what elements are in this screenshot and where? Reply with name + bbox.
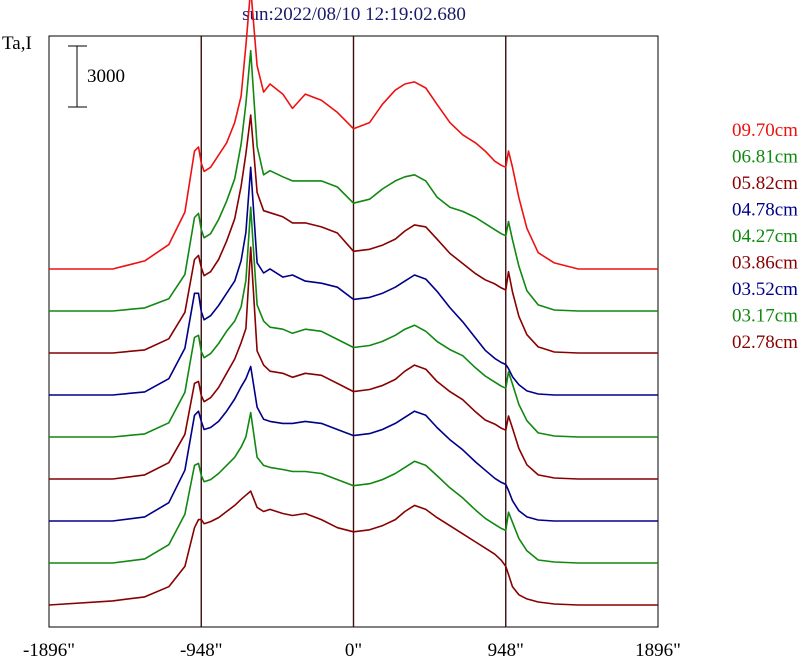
y-axis-label: Ta,I	[2, 33, 32, 54]
x-tick-label: -948"	[180, 640, 223, 661]
series-line-04.78cm	[49, 166, 658, 396]
series-line-03.17cm	[49, 411, 658, 564]
legend-item-03.17cm: 03.17cm	[732, 306, 798, 327]
x-tick-label: 0"	[345, 640, 362, 661]
legend-item-06.81cm: 06.81cm	[732, 147, 798, 168]
chart-title: sun:2022/08/10 12:19:02.680	[242, 4, 466, 25]
series-line-06.81cm	[49, 49, 658, 312]
x-tick-label: 1896"	[635, 640, 681, 661]
x-tick-labels: -1896" -948" 0" 948" 1896"	[23, 640, 681, 661]
legend-item-03.52cm: 03.52cm	[732, 279, 798, 300]
series-line-02.78cm	[48, 490, 658, 606]
legend-item-04.27cm: 04.27cm	[732, 226, 798, 247]
reference-lines	[200, 36, 507, 627]
series-line-04.27cm	[49, 206, 658, 438]
series-line-09.70cm	[49, 0, 658, 270]
x-tick-label: -1896"	[23, 640, 75, 661]
legend-item-02.78cm: 02.78cm	[732, 332, 798, 353]
series-lines	[48, 0, 658, 606]
series-line-03.52cm	[49, 365, 658, 522]
legend-item-05.82cm: 05.82cm	[732, 173, 798, 194]
legend-item-03.86cm: 03.86cm	[732, 253, 798, 274]
legend: 09.70cm 06.81cm 05.82cm 04.78cm 04.27cm 03.86…	[732, 120, 798, 353]
x-tick-label: 948"	[488, 640, 524, 661]
legend-item-04.78cm: 04.78cm	[732, 200, 798, 221]
legend-item-09.70cm: 09.70cm	[732, 120, 798, 141]
scale-bar-label: 3000	[87, 66, 125, 87]
scale-bar: 3000	[68, 45, 125, 108]
series-line-03.86cm	[49, 246, 658, 480]
series-line-05.82cm	[49, 114, 658, 354]
